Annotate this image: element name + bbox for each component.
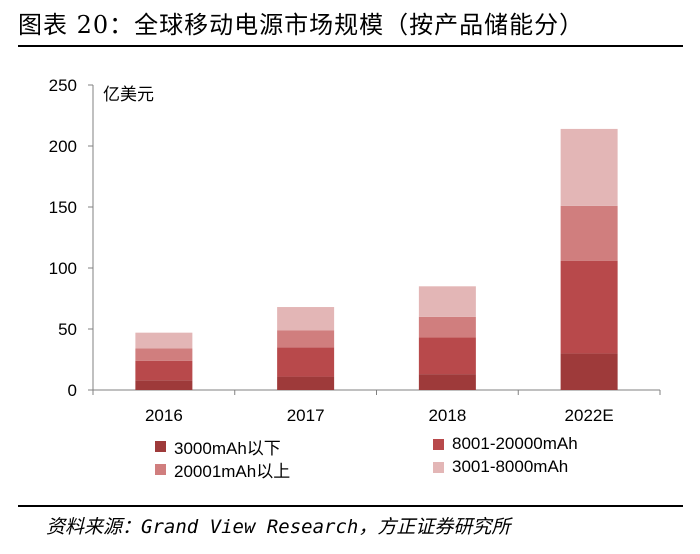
bar-segment-2022E-2	[560, 205, 618, 261]
bar-segment-2022E-1	[560, 260, 618, 354]
bar-segment-2016-3	[135, 332, 193, 349]
legend-label: 20001mAh以上	[174, 462, 291, 481]
y-axis-unit-label: 亿美元	[103, 85, 154, 105]
bar-segment-2016-0	[135, 380, 193, 390]
legend-label: 3001-8000mAh	[452, 457, 569, 476]
legend-swatch	[433, 438, 444, 450]
bar-segment-2017-1	[277, 347, 335, 377]
source-divider	[18, 505, 683, 507]
legend-label: 3000mAh以下	[174, 439, 281, 458]
title-divider	[18, 45, 683, 47]
bar-segment-2016-2	[135, 348, 193, 361]
y-tick-label: 150	[49, 198, 77, 217]
x-tick-label: 2017	[287, 406, 325, 425]
legend-item: 8001-20000mAh	[433, 434, 578, 454]
y-tick-label: 100	[49, 259, 77, 278]
bar-segment-2018-3	[418, 286, 476, 317]
legend-swatch	[155, 464, 166, 475]
bar-segment-2022E-3	[560, 128, 618, 206]
y-tick-label: 250	[49, 76, 77, 95]
x-tick-label: 2018	[428, 406, 466, 425]
bar-segment-2018-0	[418, 374, 476, 390]
x-tick-label: 2022E	[565, 406, 614, 425]
bar-segment-2017-0	[277, 376, 335, 390]
legend-swatch	[155, 441, 166, 452]
legend-item: 20001mAh以上	[155, 457, 290, 482]
legend-label: 8001-20000mAh	[452, 434, 578, 453]
bar-segment-2017-2	[277, 330, 335, 348]
bar-segment-2017-3	[277, 307, 335, 331]
bar-segment-2022E-0	[560, 353, 618, 390]
y-tick-label: 200	[49, 137, 77, 156]
source-note: 资料来源：Grand View Research，方正证券研究所	[46, 516, 511, 538]
stacked-bar-chart: 0 50 100 150 200 250 亿美元 2016 2017 2018 2022E	[49, 76, 661, 425]
legend-swatch	[433, 461, 444, 473]
x-tick-label: 2016	[145, 406, 183, 425]
chart-title: 图表 20：全球移动电源市场规模（按产品储能分）	[18, 11, 585, 39]
y-tick-label: 50	[58, 320, 77, 339]
y-tick-label: 0	[68, 381, 77, 400]
bar-segment-2016-1	[135, 360, 193, 381]
legend-item: 3000mAh以下	[155, 434, 281, 459]
bar-segment-2018-1	[418, 337, 476, 375]
legend-item: 3001-8000mAh	[433, 457, 568, 477]
bar-segment-2018-2	[418, 316, 476, 338]
